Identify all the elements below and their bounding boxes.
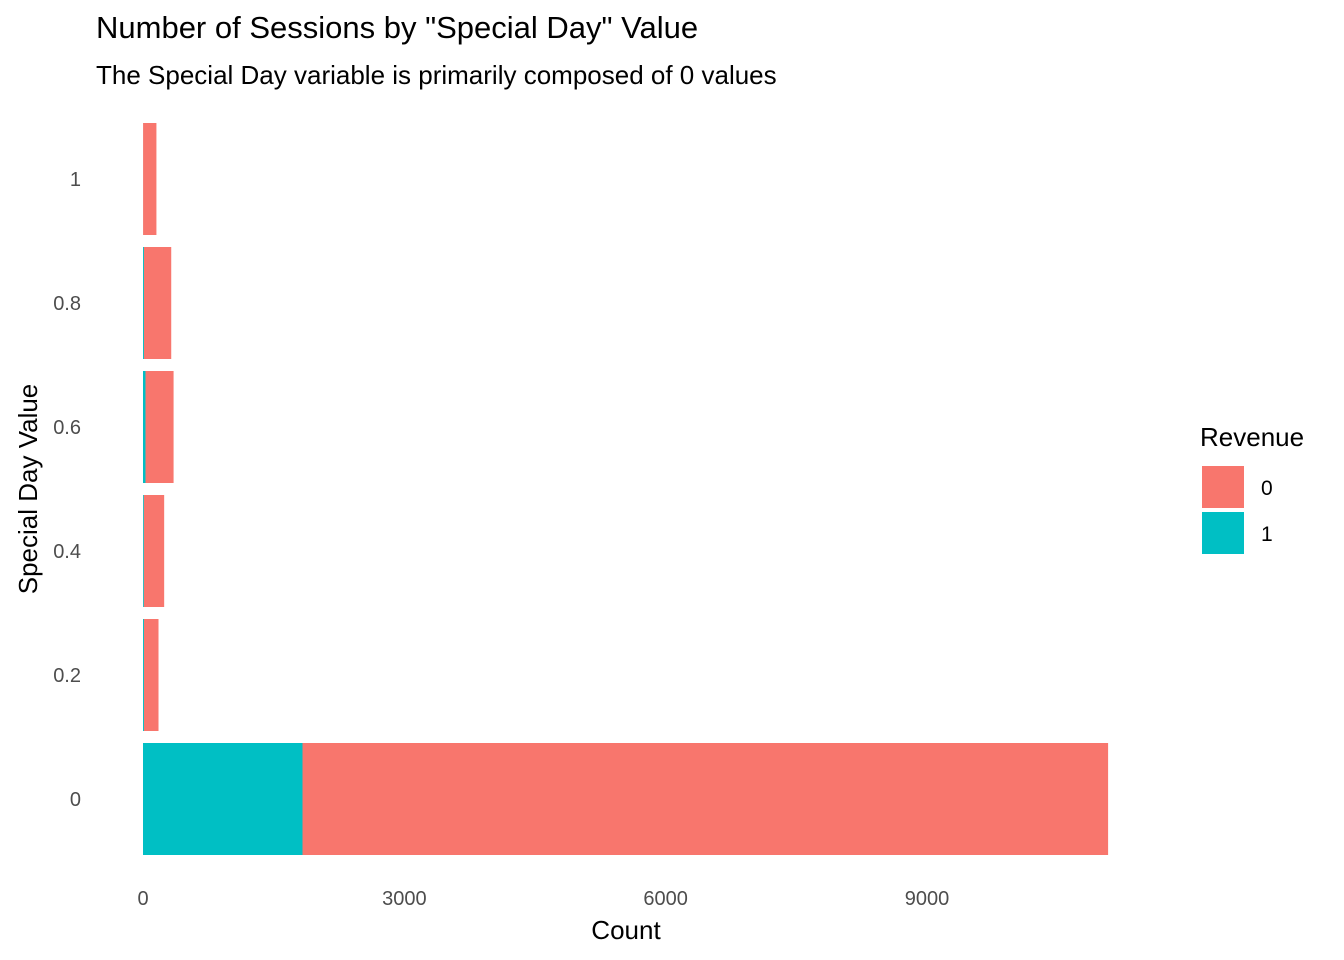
x-tick-labels: 0 3000 6000 9000 <box>137 888 949 910</box>
bar-0.6-revenue-0 <box>145 371 174 483</box>
legend-swatch-1 <box>1202 512 1244 554</box>
legend-swatch-0 <box>1202 466 1244 508</box>
chart-title: Number of Sessions by "Special Day" Valu… <box>96 10 699 45</box>
y-tick-label-0: 0 <box>70 789 81 811</box>
x-tick-label-9000: 9000 <box>905 888 950 910</box>
bar-0.4-revenue-0 <box>143 495 165 607</box>
legend-title: Revenue <box>1200 422 1304 452</box>
bar-0.6-revenue-1 <box>143 371 146 483</box>
x-tick-label-3000: 3000 <box>382 888 427 910</box>
x-tick-label-0: 0 <box>137 888 148 910</box>
legend-label-1: 1 <box>1261 523 1273 546</box>
chart-subtitle: The Special Day variable is primarily co… <box>96 60 777 90</box>
y-tick-label-0.2: 0.2 <box>53 665 81 687</box>
bars-layer <box>143 123 1109 855</box>
y-tick-label-1: 1 <box>70 169 81 191</box>
y-axis-title: Special Day Value <box>13 384 43 595</box>
x-axis-title: Count <box>591 915 661 945</box>
bar-0.2-revenue-1 <box>143 619 144 731</box>
bar-0.4-revenue-1 <box>143 495 144 607</box>
x-tick-label-6000: 6000 <box>643 888 688 910</box>
bar-0-revenue-1 <box>143 743 303 855</box>
legend: Revenue 0 1 <box>1200 422 1304 554</box>
y-tick-label-0.6: 0.6 <box>53 417 81 439</box>
bar-0-revenue-0 <box>302 743 1109 855</box>
y-tick-label-0.8: 0.8 <box>53 293 81 315</box>
bar-1-revenue-0 <box>143 123 157 235</box>
legend-label-0: 0 <box>1261 477 1273 500</box>
y-tick-label-0.4: 0.4 <box>53 541 81 563</box>
bar-0.8-revenue-1 <box>143 247 144 359</box>
bar-0.2-revenue-0 <box>143 619 159 731</box>
bar-0.8-revenue-0 <box>143 247 172 359</box>
y-tick-labels: 0 0.2 0.4 0.6 0.8 1 <box>53 169 81 811</box>
